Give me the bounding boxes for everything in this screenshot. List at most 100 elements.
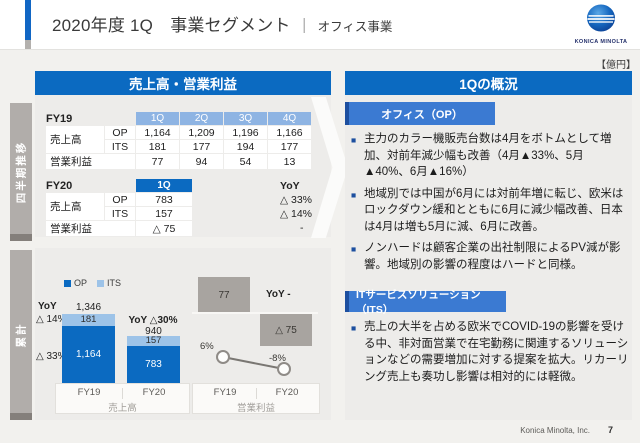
sales-fy19-op-value: 1,164	[75, 349, 102, 360]
page-title: 2020年度 1Q 事業セグメント ｜ オフィス事業	[52, 11, 392, 36]
sales-fy20-total: 940	[145, 326, 162, 337]
profit-fy20-pct: -8%	[269, 353, 286, 364]
bullet-item: 主力のカラー機販売台数は4月をボトムとして増加、対前年減少幅も改善（4月▲33%…	[351, 131, 629, 181]
profit-zero-line	[192, 312, 318, 314]
fy20-profit-row: 営業利益 △ 75	[46, 221, 192, 236]
fy19-profit-q2: 94	[180, 154, 223, 169]
office-op-subheader-label: オフィス（OP）	[381, 108, 463, 121]
logo-text: KONICA MINOLTA	[574, 39, 628, 45]
fy19-op-q3: 1,196	[224, 126, 267, 139]
fy20-op-row: 売上高 OP 783	[46, 193, 192, 220]
bullet-item: ノンハードは顧客企業の出社制限によるPV減が影響。地域別の影響の程度はハードと同…	[351, 240, 629, 273]
konica-minolta-logo: KONICA MINOLTA	[572, 3, 630, 45]
unit-note: 【億円】	[596, 60, 636, 71]
sales-x-fy19: FY19	[77, 387, 101, 398]
left-panel-title: 売上高・営業利益	[129, 77, 237, 92]
fy19-profit-q1: 77	[136, 154, 179, 169]
fy20-q1-header: 1Q	[136, 179, 192, 192]
sales-fy20-its-segment: 157	[127, 336, 180, 346]
fy19-q1-header: 1Q	[136, 112, 179, 125]
its-subheader-label: ITサービスソリューション（ITS）	[356, 288, 481, 316]
profit-x-fy20: FY20	[275, 387, 299, 398]
fy20-profit-label: 営業利益	[46, 221, 135, 236]
office-op-subheader: オフィス（OP）	[345, 102, 495, 125]
fy19-profit-row: 営業利益 77 94 54 13	[46, 154, 311, 169]
fy20-its-label: ITS	[105, 207, 135, 220]
fy19-op-q4: 1,166	[268, 126, 311, 139]
sales-x-fy20: FY20	[142, 387, 166, 398]
profit-chart-title: 営業利益	[236, 403, 275, 414]
fy19-table: FY19 1Q 2Q 3Q 4Q 売上高 OP 1,164 1,209 1,19…	[45, 111, 312, 170]
sales-chart-title: 売上高	[108, 403, 137, 414]
profit-fy19-bar: 77	[198, 277, 250, 313]
profit-fy20-bar: △ 75	[260, 314, 312, 346]
fy19-its-q3: 194	[224, 140, 267, 153]
sales-fy20-its-value: 157	[145, 335, 162, 346]
side-tab-cumulative: 累計	[10, 250, 32, 420]
sales-fy20-yoy: YoY △30%	[128, 315, 178, 326]
fy19-op-q1: 1,164	[136, 126, 179, 139]
profit-yoy-label: YoY -	[266, 289, 291, 300]
fy19-q4-header: 4Q	[268, 112, 311, 125]
fy20-table: FY20 1Q 売上高 OP 783 ITS 157 営業利益 △ 75	[45, 178, 193, 237]
header-accent-bar-gray	[25, 40, 31, 50]
sales-axis-box: FY19 FY20 売上高	[55, 383, 190, 414]
its-subheader: ITサービスソリューション（ITS）	[345, 289, 506, 316]
fy20-op-yoy: △ 33%	[280, 194, 313, 206]
fy20-op-value: 783	[136, 193, 192, 206]
office-op-bullets: 主力のカラー機販売台数は4月をボトムとして増加、対前年減少幅も改善（4月▲33%…	[351, 131, 629, 278]
fy19-profit-label: 営業利益	[46, 154, 135, 169]
legend-label-op: OP	[74, 278, 88, 288]
sales-fy20-op-value: 783	[145, 359, 162, 370]
profit-axis-divider	[256, 388, 257, 399]
profit-fy19-pct: 6%	[200, 341, 214, 352]
side-tab-quarterly: 四半期推移	[10, 103, 32, 241]
fy20-sales-label: 売上高	[46, 193, 104, 220]
fy20-yoy-header: YoY	[280, 180, 300, 192]
fy20-its-row: ITS 157	[46, 207, 192, 220]
fy19-its-q2: 177	[180, 140, 223, 153]
footer-page-number: 7	[607, 425, 613, 435]
fy19-op-q2: 1,209	[180, 126, 223, 139]
sales-fy19-its-segment: 181	[62, 314, 115, 326]
profit-axis-box: FY19 FY20 営業利益	[192, 383, 320, 414]
page-title-main: 2020年度 1Q 事業セグメント	[52, 16, 291, 35]
sales-fy19-total: 1,346	[75, 302, 102, 313]
fy19-op-label: OP	[105, 126, 135, 139]
fy19-sales-label: 売上高	[46, 126, 104, 153]
fy19-its-label: ITS	[105, 140, 135, 153]
side-tab-cap	[10, 234, 32, 241]
fy19-its-row: ITS 181 177 194 177	[46, 140, 311, 153]
legend-label-its: ITS	[107, 278, 122, 288]
fy20-its-value: 157	[136, 207, 192, 220]
sales-fy19-its-value: 181	[80, 314, 97, 325]
sales-axis-divider	[122, 388, 123, 399]
sales-fy19-op-segment: 1,164	[62, 326, 115, 383]
fy19-q2-header: 2Q	[180, 112, 223, 125]
legend-swatch-its	[97, 279, 105, 287]
fy19-its-q4: 177	[268, 140, 311, 153]
sales-op-yoy: △ 33%	[36, 351, 67, 362]
legend-swatch-op	[64, 279, 71, 287]
page-title-separator: ｜	[296, 18, 312, 35]
fy19-year-label: FY19	[46, 112, 73, 125]
side-tab-cumulative-label: 累計	[15, 322, 28, 348]
chart-legend: OP ITS	[64, 278, 121, 288]
legend-item-its: ITS	[97, 278, 121, 288]
side-tab-cap	[10, 413, 32, 420]
profit-fy20-value: △ 75	[275, 324, 297, 336]
fy19-header-row: FY19 1Q 2Q 3Q 4Q	[46, 112, 311, 125]
fy19-op-row: 売上高 OP 1,164 1,209 1,196 1,166	[46, 126, 311, 153]
fy20-header-row: FY20 1Q	[46, 179, 192, 192]
header-divider	[0, 49, 640, 50]
sales-yoy-label: YoY	[38, 301, 57, 312]
legend-item-op: OP	[64, 278, 87, 288]
fy19-its-q1: 181	[136, 140, 179, 153]
side-tab-quarterly-label: 四半期推移	[15, 140, 28, 204]
fy20-its-yoy: △ 14%	[280, 208, 313, 220]
its-bullets: 売上の大半を占める欧米でCOVID-19の影響を受ける中、非対面営業で在宅勤務に…	[351, 319, 629, 390]
footer-company: Konica Minolta, Inc.	[520, 426, 590, 435]
fy20-profit-value: △ 75	[136, 221, 192, 236]
bullet-item: 地域別では中国が6月には対前年増に転じ、欧米はロックダウン緩和とともに6月に減少…	[351, 186, 629, 236]
